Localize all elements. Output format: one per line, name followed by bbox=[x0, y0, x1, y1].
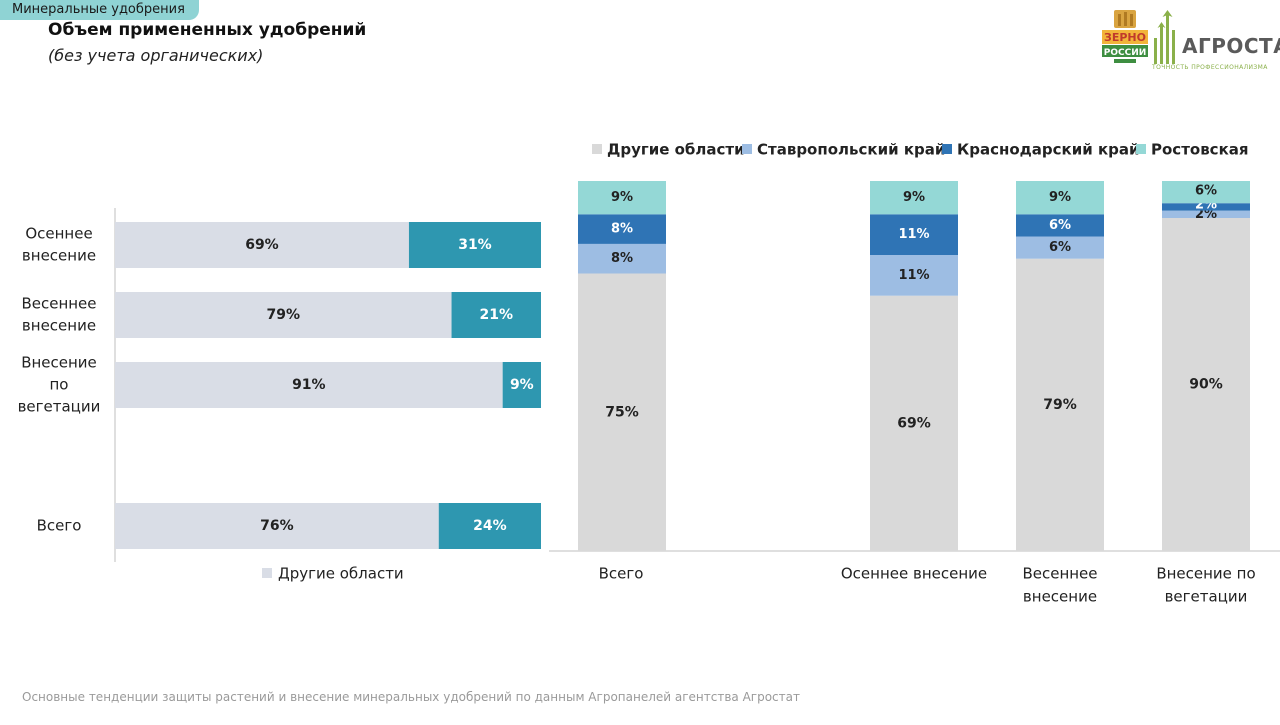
left-category-label: вегетации bbox=[18, 398, 101, 416]
left-bar-segment bbox=[115, 503, 439, 549]
right-bar-label: 6% bbox=[1049, 240, 1071, 255]
agrostat-logo-mark bbox=[1154, 10, 1175, 64]
right-bar-label: 11% bbox=[898, 268, 929, 283]
right-legend-label: Ставропольский край bbox=[757, 141, 945, 159]
right-bar-label: 6% bbox=[1195, 184, 1217, 199]
left-bar-label: 69% bbox=[245, 237, 279, 253]
left-bar-segment bbox=[115, 362, 503, 408]
left-bar-segment bbox=[438, 503, 541, 549]
right-bar-segment bbox=[1162, 203, 1250, 211]
right-category-label: Осеннее внесение bbox=[841, 565, 987, 583]
left-bar-label: 31% bbox=[458, 237, 492, 253]
left-category-label: Всего bbox=[37, 517, 82, 535]
right-bar-label: 69% bbox=[897, 415, 931, 431]
right-category-label: внесение bbox=[1023, 588, 1097, 606]
right-bar-segment bbox=[870, 181, 958, 215]
left-bar-segment bbox=[408, 222, 541, 268]
agrostat-logo-tagline: ТОЧНОСТЬ ПРОФЕССИОНАЛИЗМА bbox=[1152, 64, 1268, 71]
left-bar-segment bbox=[115, 292, 452, 338]
right-bar-segment bbox=[578, 273, 666, 551]
right-bar-segment bbox=[578, 181, 666, 215]
right-bar-segment bbox=[1016, 258, 1104, 551]
agrostat-logo-name: АГРОСТАТ bbox=[1182, 34, 1280, 58]
left-category-label: внесение bbox=[22, 247, 96, 265]
left-bar-label: 9% bbox=[510, 377, 534, 393]
left-bar-label: 21% bbox=[480, 307, 514, 323]
right-legend-swatch bbox=[942, 144, 952, 154]
right-bar-label: 75% bbox=[605, 404, 639, 420]
zerno-line-1: ЗЕРНО bbox=[1104, 31, 1146, 44]
right-bar-label: 79% bbox=[1043, 397, 1077, 413]
page-subtitle: (без учета органических) bbox=[48, 46, 264, 65]
right-legend-swatch bbox=[1136, 144, 1146, 154]
left-category-label: по bbox=[50, 376, 69, 394]
right-bar-label: 6% bbox=[1049, 218, 1071, 233]
right-category-label: Внесение по bbox=[1156, 565, 1255, 583]
left-category-label: Осеннее bbox=[25, 225, 92, 243]
left-category-label: Весеннее bbox=[21, 295, 96, 313]
left-legend-label: Другие области bbox=[278, 565, 404, 583]
footer-note: Основные тенденции защиты растений и вне… bbox=[22, 690, 800, 704]
right-bar-segment bbox=[1016, 236, 1104, 259]
right-legend-label: Другие области bbox=[607, 141, 745, 159]
right-bar-segment bbox=[1162, 218, 1250, 551]
right-bar-segment bbox=[870, 214, 958, 255]
right-bar-segment bbox=[1162, 181, 1250, 204]
left-bar-label: 91% bbox=[292, 377, 326, 393]
right-category-label: Всего bbox=[599, 565, 644, 583]
right-legend-swatch bbox=[592, 144, 602, 154]
left-legend-swatch bbox=[262, 568, 272, 578]
right-bar-segment bbox=[578, 214, 666, 244]
left-bar-label: 79% bbox=[267, 307, 301, 323]
right-bar-label: 90% bbox=[1189, 377, 1223, 393]
right-bar-segment bbox=[870, 255, 958, 296]
left-bar-label: 76% bbox=[260, 518, 294, 534]
zerno-rossii-logo: ЗЕРНО РОССИИ bbox=[1102, 10, 1148, 63]
right-bar-segment bbox=[1162, 210, 1250, 218]
left-category-label: Внесение bbox=[21, 354, 97, 372]
left-bar-segment bbox=[502, 362, 541, 408]
right-bar-label: 2% bbox=[1195, 207, 1217, 222]
right-bar-segment bbox=[1016, 214, 1104, 237]
right-bar-segment bbox=[1016, 181, 1104, 215]
right-category-label: вегетации bbox=[1165, 588, 1248, 606]
right-bar-label: 8% bbox=[611, 251, 633, 266]
section-tag: Минеральные удобрения bbox=[0, 0, 199, 20]
right-bar-label: 9% bbox=[1049, 190, 1071, 205]
left-category-label: внесение bbox=[22, 317, 96, 335]
right-bar-label: 8% bbox=[611, 222, 633, 237]
right-legend-label: Краснодарский край bbox=[957, 141, 1140, 159]
page-title: Объем примененных удобрений bbox=[48, 20, 367, 40]
zerno-line-2: РОССИИ bbox=[1104, 48, 1147, 58]
right-bar-label: 9% bbox=[611, 190, 633, 205]
right-bar-segment bbox=[870, 295, 958, 551]
left-bar-segment bbox=[451, 292, 541, 338]
right-chart: Другие области Ставропольский край Краснод… bbox=[549, 141, 1280, 606]
right-legend-swatch bbox=[742, 144, 752, 154]
left-bar-segment bbox=[115, 222, 409, 268]
left-chart: 69% 31% Осеннее внесение 79% 21% Весеннее внесе… bbox=[18, 208, 541, 583]
right-legend-label: Ростовская bbox=[1151, 141, 1249, 159]
right-bar-segment bbox=[578, 243, 666, 274]
right-bar-label: 11% bbox=[898, 227, 929, 242]
left-bar-label: 24% bbox=[473, 518, 507, 534]
right-category-label: Весеннее bbox=[1022, 565, 1097, 583]
right-bar-label: 9% bbox=[903, 190, 925, 205]
